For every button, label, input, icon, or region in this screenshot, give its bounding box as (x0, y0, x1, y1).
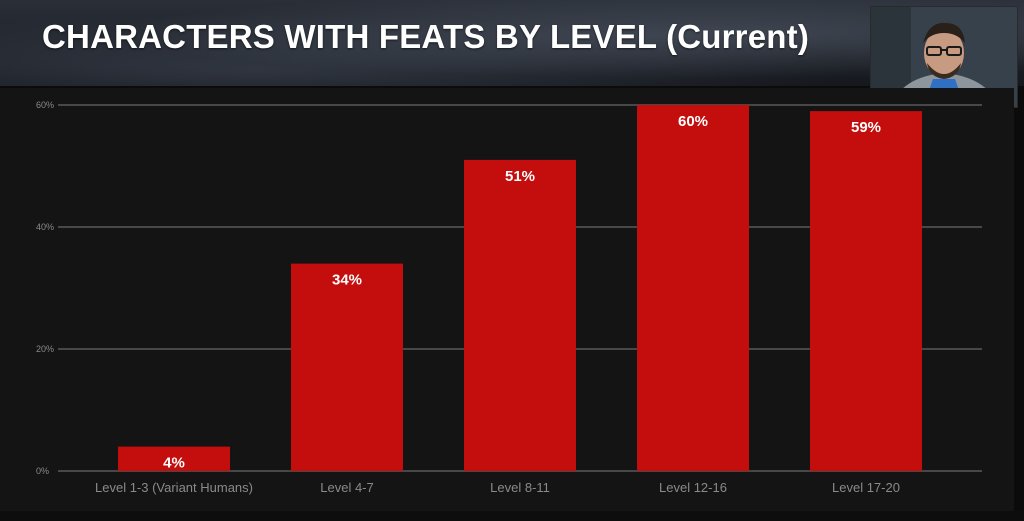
bottom-strip (0, 511, 1024, 521)
bar (637, 105, 749, 471)
data-label: 60% (678, 113, 708, 130)
chart-panel: 4% 34% 51% 60% 59% 0% 20% 40% 60% Level 1-3 (Va… (0, 88, 1014, 511)
data-label: 4% (163, 455, 185, 472)
x-tick-label: Level 1-3 (Variant Humans) (95, 480, 253, 495)
y-axis-ticks: 0% 20% 40% 60% (36, 100, 54, 476)
data-label: 51% (505, 168, 535, 185)
x-axis-labels: Level 1-3 (Variant Humans) Level 4-7 Level… (95, 480, 900, 495)
bar (118, 446, 230, 471)
data-label: 34% (332, 272, 362, 289)
x-tick-label: Level 17-20 (832, 480, 900, 495)
chart-title: CHARACTERS WITH FEATS BY LEVEL (Current) (42, 18, 810, 55)
x-tick-label: Level 12-16 (659, 480, 727, 495)
bar-chart: 4% 34% 51% 60% 59% 0% 20% 40% 60% Level 1-3 (Va… (36, 100, 982, 495)
y-tick-label: 60% (36, 100, 54, 110)
data-labels: 4% 34% 51% 60% 59% (163, 113, 881, 472)
data-label: 59% (851, 119, 881, 136)
y-tick-label: 40% (36, 222, 54, 232)
bar (810, 111, 922, 471)
bar (291, 263, 403, 471)
bar (464, 159, 576, 471)
y-tick-label: 20% (36, 344, 54, 354)
bars (118, 105, 922, 471)
slide-header: CHARACTERS WITH FEATS BY LEVEL (Current) (0, 0, 1024, 86)
x-tick-label: Level 8-11 (490, 480, 550, 495)
x-tick-label: Level 4-7 (320, 480, 373, 495)
y-tick-label: 0% (36, 466, 49, 476)
